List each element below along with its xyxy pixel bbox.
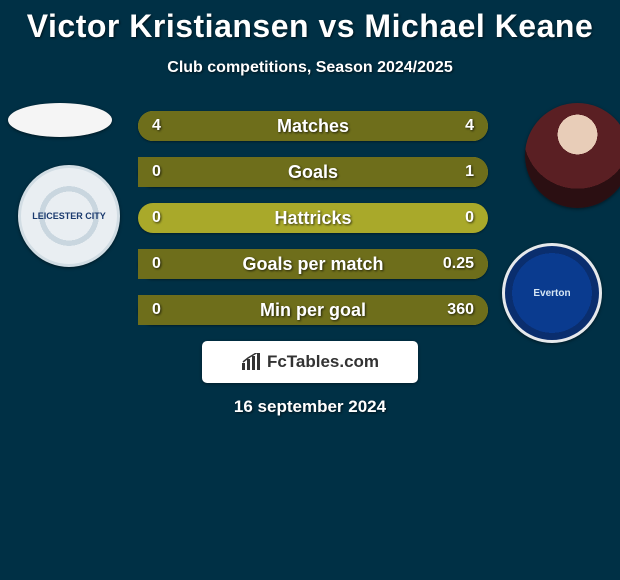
stat-label: Goals per match xyxy=(138,249,488,279)
comparison-panel: LEICESTER CITY Everton Matches44Goals01H… xyxy=(0,111,620,417)
stat-value-left: 0 xyxy=(152,295,161,325)
watermark-text: FcTables.com xyxy=(267,352,379,372)
stat-bars: Matches44Goals01Hattricks00Goals per mat… xyxy=(138,111,488,325)
badge-text: LEICESTER CITY xyxy=(32,211,106,221)
stat-value-right: 4 xyxy=(465,111,474,141)
stat-row: Hattricks0 0 xyxy=(138,203,488,233)
stat-value-left: 4 xyxy=(152,111,161,141)
page-title: Victor Kristiansen vs Michael Keane xyxy=(0,0,620,45)
player-right-club-badge: Everton xyxy=(502,243,602,343)
player-right-photo xyxy=(525,103,620,208)
stat-row: Matches4 4 xyxy=(138,111,488,141)
stat-value-left: 0 xyxy=(152,249,161,279)
badge-text: Everton xyxy=(533,288,570,299)
stat-label: Min per goal xyxy=(138,295,488,325)
stat-value-right: 360 xyxy=(447,295,474,325)
player-left-club-badge: LEICESTER CITY xyxy=(18,165,120,267)
stat-label: Goals xyxy=(138,157,488,187)
stat-value-right: 1 xyxy=(465,157,474,187)
stat-value-left: 0 xyxy=(152,157,161,187)
stat-value-right: 0 xyxy=(465,203,474,233)
stat-label: Hattricks xyxy=(138,203,488,233)
stat-row: Goals per match0 0.25 xyxy=(138,249,488,279)
chart-icon xyxy=(241,353,261,371)
stat-value-left: 0 xyxy=(152,203,161,233)
snapshot-date: 16 september 2024 xyxy=(10,397,610,417)
player-left-photo xyxy=(8,103,112,137)
stat-row: Goals0 1 xyxy=(138,157,488,187)
page-subtitle: Club competitions, Season 2024/2025 xyxy=(0,59,620,77)
stat-label: Matches xyxy=(138,111,488,141)
stat-value-right: 0.25 xyxy=(443,249,474,279)
watermark: FcTables.com xyxy=(202,341,418,383)
stat-row: Min per goal0 360 xyxy=(138,295,488,325)
